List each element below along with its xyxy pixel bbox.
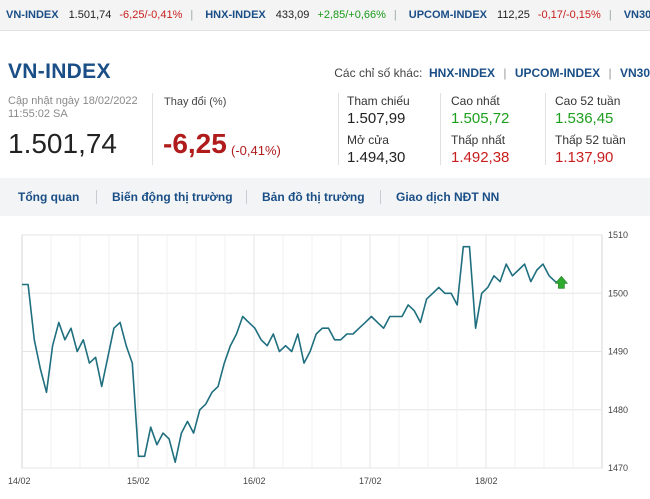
last-price-marker-icon xyxy=(554,275,569,289)
other-indices: Các chỉ số khác: HNX-INDEX | UPCOM-INDEX… xyxy=(334,66,650,80)
x-tick-label: 16/02 xyxy=(243,476,266,486)
stat-open-value: 1.494,30 xyxy=(347,149,406,166)
stat-reference-value: 1.507,99 xyxy=(347,110,406,127)
ticker-name: VN-INDEX xyxy=(6,9,59,21)
stat-low-label: Thấp nhất xyxy=(451,133,506,147)
tab-market-movement[interactable]: Biến động thị trường xyxy=(112,190,233,204)
link-vn30[interactable]: VN30 xyxy=(619,66,650,80)
ticker-change: -0,17/-0,15% xyxy=(537,9,601,21)
ticker-separator: | xyxy=(190,9,194,21)
y-tick-label: 1510 xyxy=(608,230,628,240)
page-title: VN-INDEX xyxy=(8,60,111,83)
stat-high-52w: Cao 52 tuần 1.536,45 xyxy=(555,94,620,127)
x-tick-label: 14/02 xyxy=(8,476,31,486)
tab-market-map[interactable]: Bản đồ thị trường xyxy=(262,190,365,204)
y-tick-label: 1490 xyxy=(608,347,628,357)
tab-overview[interactable]: Tổng quan xyxy=(18,190,80,204)
tab-foreign-trading[interactable]: Giao dịch NĐT NN xyxy=(396,190,500,204)
update-date: Cập nhật ngày 18/02/2022 xyxy=(8,95,138,107)
index-chart: 1470 1480 1490 1500 1510 14/02 15/02 16/02 17/02… xyxy=(8,230,628,486)
current-price: 1.501,74 xyxy=(8,128,117,159)
ticker-value: 1.501,74 xyxy=(68,9,112,21)
x-tick-label: 18/02 xyxy=(475,476,498,486)
stat-open: Mở cửa 1.494,30 xyxy=(347,133,405,166)
series-line xyxy=(22,245,562,463)
other-indices-label: Các chỉ số khác: xyxy=(334,66,423,80)
ticker-item[interactable]: UPCOM-INDEX 112,25 -0,17/-0,15% xyxy=(409,0,601,30)
tab-nav: Tổng quan Biến động thị trường Bản đồ th… xyxy=(0,178,650,216)
stat-high-value: 1.505,72 xyxy=(451,110,510,127)
ticker-separator: | xyxy=(393,9,397,21)
stat-reference: Tham chiếu 1.507,99 xyxy=(347,94,410,127)
stat-open-label: Mở cửa xyxy=(347,133,389,147)
ticker-separator: | xyxy=(608,9,612,21)
x-tick-label: 17/02 xyxy=(359,476,382,486)
update-clock: 11:55:02 SA xyxy=(8,108,68,120)
stat-high-52w-label: Cao 52 tuần xyxy=(555,94,621,108)
stat-high-label: Cao nhất xyxy=(451,94,500,108)
stat-low-52w: Thấp 52 tuần 1.137,90 xyxy=(555,133,626,166)
ticker-item[interactable]: VN-INDEX 1.501,74 -6,25/-0,41% xyxy=(6,0,182,30)
stat-reference-label: Tham chiếu xyxy=(347,94,410,108)
stat-low-52w-value: 1.137,90 xyxy=(555,149,614,166)
link-hnx-index[interactable]: HNX-INDEX xyxy=(428,66,495,80)
y-tick-label: 1470 xyxy=(608,463,628,473)
ticker-item[interactable]: VN301.528 xyxy=(624,0,650,30)
stat-high-52w-value: 1.536,45 xyxy=(555,110,614,127)
ticker-name: VN30 xyxy=(623,9,650,21)
ticker-bar: VN-INDEX 1.501,74 -6,25/-0,41% | HNX-INDEX 43… xyxy=(0,0,650,31)
ticker-value: 112,25 xyxy=(497,9,530,21)
ticker-item[interactable]: HNX-INDEX 433,09 +2,85/+0,66% xyxy=(205,0,386,30)
ticker-change: -6,25/-0,41% xyxy=(119,9,183,21)
ticker-name: UPCOM-INDEX xyxy=(408,9,488,21)
y-tick-label: 1500 xyxy=(608,288,628,298)
ticker-change: +2,85/+0,66% xyxy=(317,9,386,21)
update-time: Cập nhật ngày 18/02/2022 11:55:02 SA xyxy=(8,95,138,121)
change-label: Thay đổi (%) xyxy=(164,96,227,108)
stat-high: Cao nhất 1.505,72 xyxy=(451,94,509,127)
ticker-value: 433,09 xyxy=(275,9,310,21)
ticker-name: HNX-INDEX xyxy=(205,9,266,21)
change-value: -6,25 xyxy=(163,128,227,159)
x-tick-label: 15/02 xyxy=(127,476,150,486)
stat-low-value: 1.492,38 xyxy=(451,149,510,166)
stat-low: Thấp nhất 1.492,38 xyxy=(451,133,509,166)
change-percent: (-0,41%) xyxy=(231,143,281,158)
y-tick-label: 1480 xyxy=(608,405,628,415)
stat-low-52w-label: Thấp 52 tuần xyxy=(555,133,626,147)
link-upcom-index[interactable]: UPCOM-INDEX xyxy=(514,66,601,80)
